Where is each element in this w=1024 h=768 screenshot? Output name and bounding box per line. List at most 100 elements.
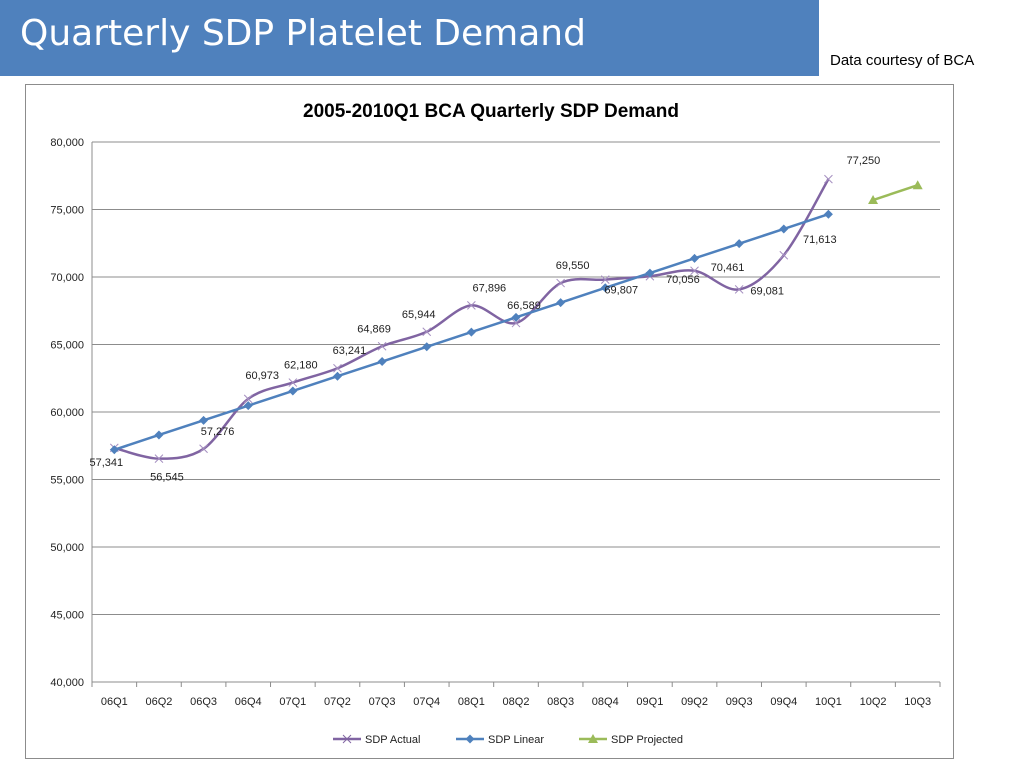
x-tick-label: 08Q2 xyxy=(503,696,530,708)
data-label: 64,869 xyxy=(357,323,391,335)
data-point xyxy=(377,341,387,351)
y-tick-label: 70,000 xyxy=(50,272,84,284)
y-tick-label: 50,000 xyxy=(50,542,84,554)
data-label: 60,973 xyxy=(245,370,279,382)
data-credit: Data courtesy of BCA xyxy=(830,52,975,69)
y-axis-ticks: 40,000 45,000 50,000 55,000 60,000 65,000 70,0… xyxy=(50,137,84,689)
data-point xyxy=(377,357,387,367)
legend: SDP Actual SDP Linear SDP Projected xyxy=(333,734,683,746)
series-sdp-linear xyxy=(109,209,833,455)
y-tick-label: 75,000 xyxy=(50,205,84,217)
y-tick-label: 65,000 xyxy=(50,340,84,352)
line-chart: 2005-2010Q1 BCA Quarterly SDP Demand 40,… xyxy=(50,101,941,746)
data-label: 65,944 xyxy=(402,309,436,321)
data-point xyxy=(288,386,298,396)
x-tick-label: 09Q2 xyxy=(681,696,708,708)
y-tick-label: 60,000 xyxy=(50,407,84,419)
data-label: 69,550 xyxy=(556,260,590,272)
x-tick-label: 08Q3 xyxy=(547,696,574,708)
data-label: 57,341 xyxy=(89,457,123,469)
data-label: 67,896 xyxy=(473,282,507,294)
data-point xyxy=(422,327,432,337)
data-label: 77,250 xyxy=(847,155,881,167)
legend-label: SDP Projected xyxy=(611,734,683,746)
data-point xyxy=(467,301,476,310)
x-tick-label: 07Q3 xyxy=(369,696,396,708)
y-tick-label: 55,000 xyxy=(50,475,84,487)
data-point xyxy=(779,250,789,260)
data-point xyxy=(332,371,342,381)
x-tick-label: 07Q4 xyxy=(413,696,440,708)
y-tick-label: 40,000 xyxy=(50,677,84,689)
data-labels: 57,341 56,545 57,276 60,973 62,180 63,241 64,8… xyxy=(89,155,880,484)
data-point xyxy=(734,285,744,294)
data-label: 70,461 xyxy=(711,262,745,274)
data-point xyxy=(600,275,610,284)
chart-title: 2005-2010Q1 BCA Quarterly SDP Demand xyxy=(303,101,679,122)
data-point xyxy=(690,253,700,263)
data-label: 56,545 xyxy=(150,472,184,484)
data-point xyxy=(109,445,119,455)
data-point xyxy=(466,327,476,337)
data-point xyxy=(333,363,342,373)
data-label: 57,276 xyxy=(201,426,235,438)
x-tick-label: 08Q1 xyxy=(458,696,485,708)
data-point xyxy=(288,378,298,387)
data-point xyxy=(734,239,744,249)
data-point xyxy=(645,268,655,278)
x-tick-label: 08Q4 xyxy=(592,696,619,708)
slide-title: Quarterly SDP Platelet Demand xyxy=(20,13,586,54)
data-point xyxy=(912,180,923,190)
data-point xyxy=(511,318,521,328)
data-label: 70,056 xyxy=(666,274,700,286)
x-tick-label: 10Q1 xyxy=(815,696,842,708)
legend-marker xyxy=(342,734,352,744)
data-label: 66,589 xyxy=(507,300,541,312)
data-point xyxy=(779,224,789,234)
data-point xyxy=(422,342,432,352)
legend-item: SDP Linear xyxy=(456,734,544,746)
data-point xyxy=(823,209,833,219)
x-tick-label: 07Q2 xyxy=(324,696,351,708)
series-sdp-projected xyxy=(868,180,923,205)
series-layer xyxy=(109,174,923,463)
data-point xyxy=(243,394,253,404)
legend-marker xyxy=(465,734,475,744)
data-point xyxy=(556,278,565,288)
legend-item: SDP Projected xyxy=(579,734,683,746)
x-tick-label: 09Q1 xyxy=(636,696,663,708)
x-tick-label: 06Q3 xyxy=(190,696,217,708)
data-point xyxy=(824,174,833,184)
x-tick-label: 10Q2 xyxy=(860,696,887,708)
legend-label: SDP Linear xyxy=(488,734,544,746)
data-point xyxy=(511,312,521,322)
series-line xyxy=(113,178,830,460)
x-tick-label: 09Q3 xyxy=(726,696,753,708)
data-label: 62,180 xyxy=(284,360,318,372)
data-label: 69,807 xyxy=(604,285,638,297)
grid-lines xyxy=(91,141,940,683)
y-tick-label: 80,000 xyxy=(50,137,84,149)
data-label: 71,613 xyxy=(803,234,837,246)
x-tick-label: 06Q1 xyxy=(101,696,128,708)
data-point xyxy=(154,454,164,463)
data-point xyxy=(868,195,879,205)
data-label: 69,081 xyxy=(750,285,784,297)
data-label: 63,241 xyxy=(333,345,367,357)
chart-frame: 2005-2010Q1 BCA Quarterly SDP Demand 40,… xyxy=(25,84,954,759)
slide-header-bar: Quarterly SDP Platelet Demand xyxy=(0,0,819,76)
x-tick-label: 10Q3 xyxy=(904,696,931,708)
data-point xyxy=(556,298,566,308)
x-axis-ticks: 06Q1 06Q2 06Q3 06Q4 07Q1 07Q2 07Q3 07Q4 08Q1 08Q2… xyxy=(91,682,941,708)
y-tick-label: 45,000 xyxy=(50,610,84,622)
legend-label: SDP Actual xyxy=(365,734,420,746)
legend-item: SDP Actual xyxy=(333,734,420,746)
data-point xyxy=(199,415,209,425)
series-line xyxy=(872,184,919,202)
legend-marker xyxy=(588,734,598,743)
data-point xyxy=(243,401,253,411)
x-tick-label: 06Q2 xyxy=(145,696,172,708)
data-point xyxy=(600,283,610,293)
series-sdp-actual xyxy=(109,174,833,463)
x-tick-label: 07Q1 xyxy=(279,696,306,708)
